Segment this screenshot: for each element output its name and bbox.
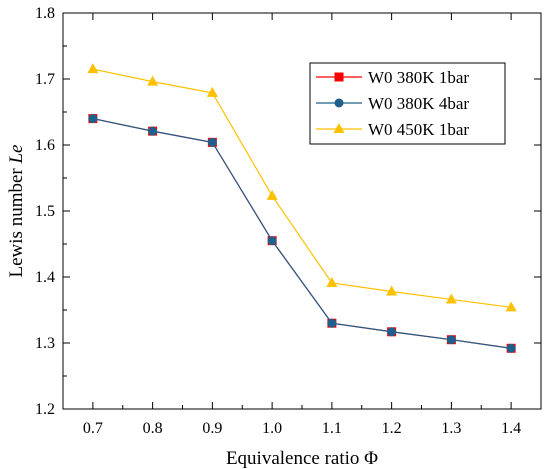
data-point <box>386 285 398 296</box>
x-tick-label: 1.3 <box>441 420 461 437</box>
data-point <box>334 98 344 108</box>
data-point <box>445 293 457 304</box>
y-tick-label: 1.6 <box>35 137 55 154</box>
series-line <box>92 118 512 349</box>
legend-label: W0 380K 1bar <box>368 68 469 87</box>
data-point <box>333 123 345 133</box>
x-tick-label: 1.0 <box>262 420 282 437</box>
y-tick-label: 1.3 <box>35 335 55 352</box>
data-point <box>147 75 159 86</box>
x-axis-label: Equivalence ratio Φ <box>226 448 378 469</box>
x-tick-label: 0.8 <box>143 420 163 437</box>
legend-item: W0 380K 4bar <box>316 94 469 113</box>
data-point <box>446 335 456 345</box>
data-point <box>266 189 278 200</box>
data-point <box>88 114 98 124</box>
y-tick-label: 1.8 <box>35 5 55 22</box>
data-point <box>206 86 218 97</box>
series <box>88 114 516 353</box>
legend-item: W0 380K 1bar <box>316 68 469 87</box>
data-point <box>327 318 337 328</box>
y-axis-label-main: Lewis number <box>6 164 27 278</box>
data-point <box>148 126 158 136</box>
x-tick-label: 1.1 <box>322 420 342 437</box>
data-point <box>505 301 517 312</box>
data-point <box>334 72 344 82</box>
series <box>87 63 517 312</box>
data-point <box>506 343 516 353</box>
legend-item: W0 450K 1bar <box>316 120 469 139</box>
y-axis-label: Lewis number Le <box>6 145 27 278</box>
legend-label: W0 380K 4bar <box>368 94 469 113</box>
y-tick-label: 1.4 <box>35 269 55 286</box>
y-tick-label: 1.5 <box>35 203 55 220</box>
y-axis-label-italic: Le <box>6 145 27 165</box>
series <box>88 114 516 353</box>
series-line <box>92 118 512 349</box>
x-tick-label: 0.9 <box>202 420 222 437</box>
x-tick-label: 0.7 <box>83 420 103 437</box>
data-point <box>267 236 277 246</box>
series-group <box>87 63 517 353</box>
data-point <box>326 276 338 287</box>
legend-label: W0 450K 1bar <box>368 120 469 139</box>
data-point <box>387 327 397 337</box>
data-point <box>207 137 217 147</box>
data-point <box>87 63 99 74</box>
axes: 0.7 0.8 0.9 1.0 1.1 1.2 1.3 1.4 1.2 1.3 1.4 1.5 1.6 1… <box>35 5 542 437</box>
x-tick-label: 1.2 <box>382 420 402 437</box>
y-tick-label: 1.2 <box>35 401 55 418</box>
y-tick-label: 1.7 <box>35 71 55 88</box>
legend: W0 380K 1bar W0 380K 4bar W0 450K 1bar <box>309 62 506 145</box>
x-tick-label: 1.4 <box>501 420 521 437</box>
series-line <box>92 68 512 308</box>
